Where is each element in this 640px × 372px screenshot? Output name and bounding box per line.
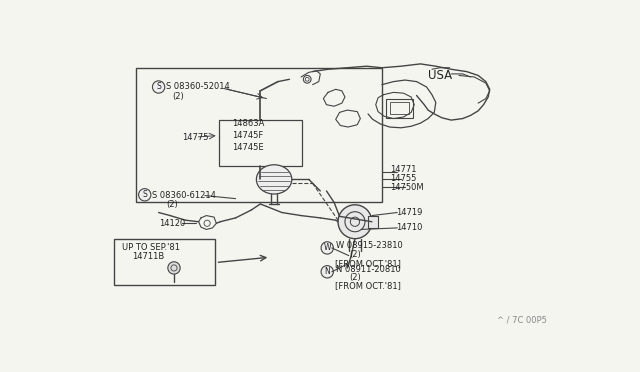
Text: 14863A: 14863A (232, 119, 265, 128)
Bar (136, 68, 382, 202)
Bar (114, 239, 215, 285)
Text: S 08360-52014: S 08360-52014 (166, 83, 230, 92)
Text: [FROM OCT.'81]: [FROM OCT.'81] (335, 281, 401, 290)
Text: S 08360-61214: S 08360-61214 (152, 191, 216, 200)
Text: [FROM OCT.'81]: [FROM OCT.'81] (335, 259, 401, 268)
Text: 14120: 14120 (159, 219, 185, 228)
Text: 14775: 14775 (182, 132, 208, 141)
Bar (386, 99, 413, 118)
Text: 14745E: 14745E (232, 142, 264, 151)
Text: N 08911-20810: N 08911-20810 (336, 265, 401, 274)
Text: 14771: 14771 (390, 165, 416, 174)
Text: (2): (2) (349, 273, 362, 282)
Bar (219, 120, 302, 166)
Text: W: W (323, 243, 331, 253)
Text: USA: USA (428, 69, 452, 82)
Circle shape (321, 242, 333, 254)
Text: (2): (2) (166, 200, 178, 209)
Text: S: S (142, 190, 147, 199)
Bar (390, 102, 409, 114)
Text: W 08915-23810: W 08915-23810 (336, 241, 403, 250)
Circle shape (152, 81, 164, 93)
Circle shape (139, 189, 151, 201)
Bar (368, 216, 378, 228)
Text: (2): (2) (172, 92, 184, 101)
Text: 14745F: 14745F (232, 131, 264, 140)
Circle shape (321, 266, 333, 278)
Text: (2): (2) (349, 250, 362, 259)
Text: 14750M: 14750M (390, 183, 423, 192)
Text: S: S (156, 83, 161, 92)
Text: 14755: 14755 (390, 174, 416, 183)
Text: UP TO SEP.'81: UP TO SEP.'81 (122, 243, 180, 251)
Text: ^ / 7C 00P5: ^ / 7C 00P5 (497, 316, 547, 325)
Text: 14710: 14710 (396, 224, 422, 232)
Ellipse shape (257, 165, 292, 194)
Circle shape (168, 262, 180, 274)
Text: 14719: 14719 (396, 208, 422, 217)
Text: 14711B: 14711B (132, 252, 164, 261)
Circle shape (338, 205, 372, 239)
Text: N: N (324, 267, 330, 276)
